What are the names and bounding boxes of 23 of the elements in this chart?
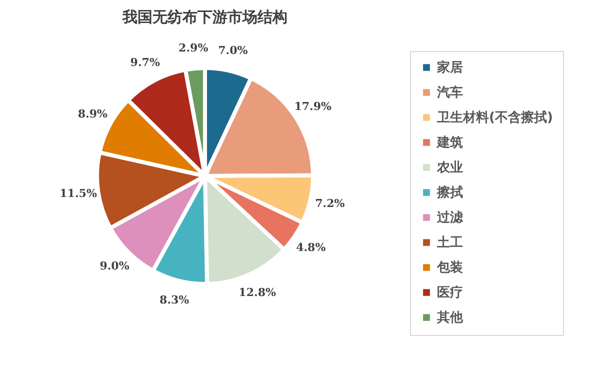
legend-label: 土工 — [436, 236, 463, 250]
chart-title: 我国无纺布下游市场结构 — [122, 8, 288, 26]
legend-label: 农业 — [436, 160, 463, 176]
data-label: 2.9% — [178, 42, 209, 55]
legend-label: 包装 — [436, 260, 463, 276]
data-label: 8.9% — [78, 108, 108, 121]
legend-label: 医疗 — [437, 284, 463, 300]
legend-label: 其他 — [436, 310, 464, 326]
data-label: 7.2% — [315, 196, 346, 210]
legend-label: 建筑 — [436, 136, 463, 150]
legend-label: 汽车 — [436, 84, 463, 100]
data-label: 11.5% — [60, 187, 98, 200]
data-label: 9.7% — [130, 56, 160, 69]
data-label: 7.0% — [218, 44, 248, 58]
legend-label: 过滤 — [436, 210, 464, 226]
legend-label: 卫生材料(不含擦拭) — [436, 110, 553, 126]
data-label: 17.9% — [294, 100, 332, 114]
data-label: 4.8% — [296, 240, 326, 254]
data-label: 8.3% — [160, 293, 190, 306]
legend-label: 擦拭 — [436, 184, 463, 200]
data-label: 9.0% — [100, 260, 130, 273]
legend-label: 家居 — [436, 60, 463, 76]
data-label: 12.8% — [238, 286, 276, 299]
